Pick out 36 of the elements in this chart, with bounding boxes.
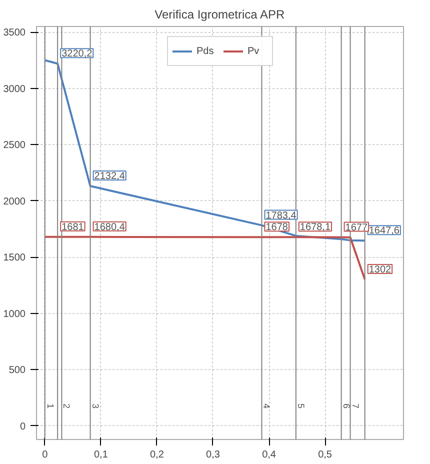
y-tick-label: 0 — [20, 421, 26, 432]
x-tick-label: 0,4 — [262, 450, 276, 460]
x-tick-label: 0,2 — [150, 450, 164, 460]
data-label: 1680,4 — [94, 222, 126, 233]
data-label: 1647,6 — [368, 226, 400, 237]
data-label: 1783,4 — [266, 210, 297, 222]
chart-title: Verifica Igrometrica APR — [154, 8, 286, 22]
y-tick-label: 1500 — [3, 252, 26, 264]
y-tick-label: 500 — [8, 365, 26, 376]
x-tick-label: 0,5 — [318, 450, 332, 460]
annotation: 4 — [262, 403, 272, 409]
data-label: 1678 — [266, 222, 288, 234]
x-tick-label: 0,1 — [94, 450, 108, 460]
data-label: 2132,4 — [94, 171, 126, 182]
annotation: 7 — [350, 403, 360, 409]
data-label: 1678,1 — [300, 222, 331, 234]
y-tick-label: 1000 — [3, 308, 26, 320]
line-series — [44, 59, 366, 242]
legend-label: Pds — [196, 46, 215, 56]
data-label: 1302 — [368, 264, 392, 276]
annotation: 2 — [62, 403, 72, 409]
data-label: 1677 — [345, 222, 368, 234]
y-tick-label: 2000 — [3, 196, 26, 208]
y-tick-label: 2500 — [3, 140, 26, 152]
x-tick-label: 0 — [42, 450, 48, 460]
data-label: 3220,2 — [62, 48, 93, 60]
y-tick-label: 3000 — [3, 84, 26, 95]
annotation: 5 — [296, 403, 306, 409]
line-series — [44, 236, 366, 280]
legend-label: Pv — [248, 46, 260, 56]
annotation: 3 — [90, 403, 100, 409]
data-label: 1681 — [62, 222, 84, 233]
y-tick-label: 3500 — [3, 28, 26, 39]
annotation: 6 — [341, 403, 352, 409]
x-tick-label: 0,3 — [206, 450, 220, 460]
annotation: 1 — [46, 403, 56, 409]
